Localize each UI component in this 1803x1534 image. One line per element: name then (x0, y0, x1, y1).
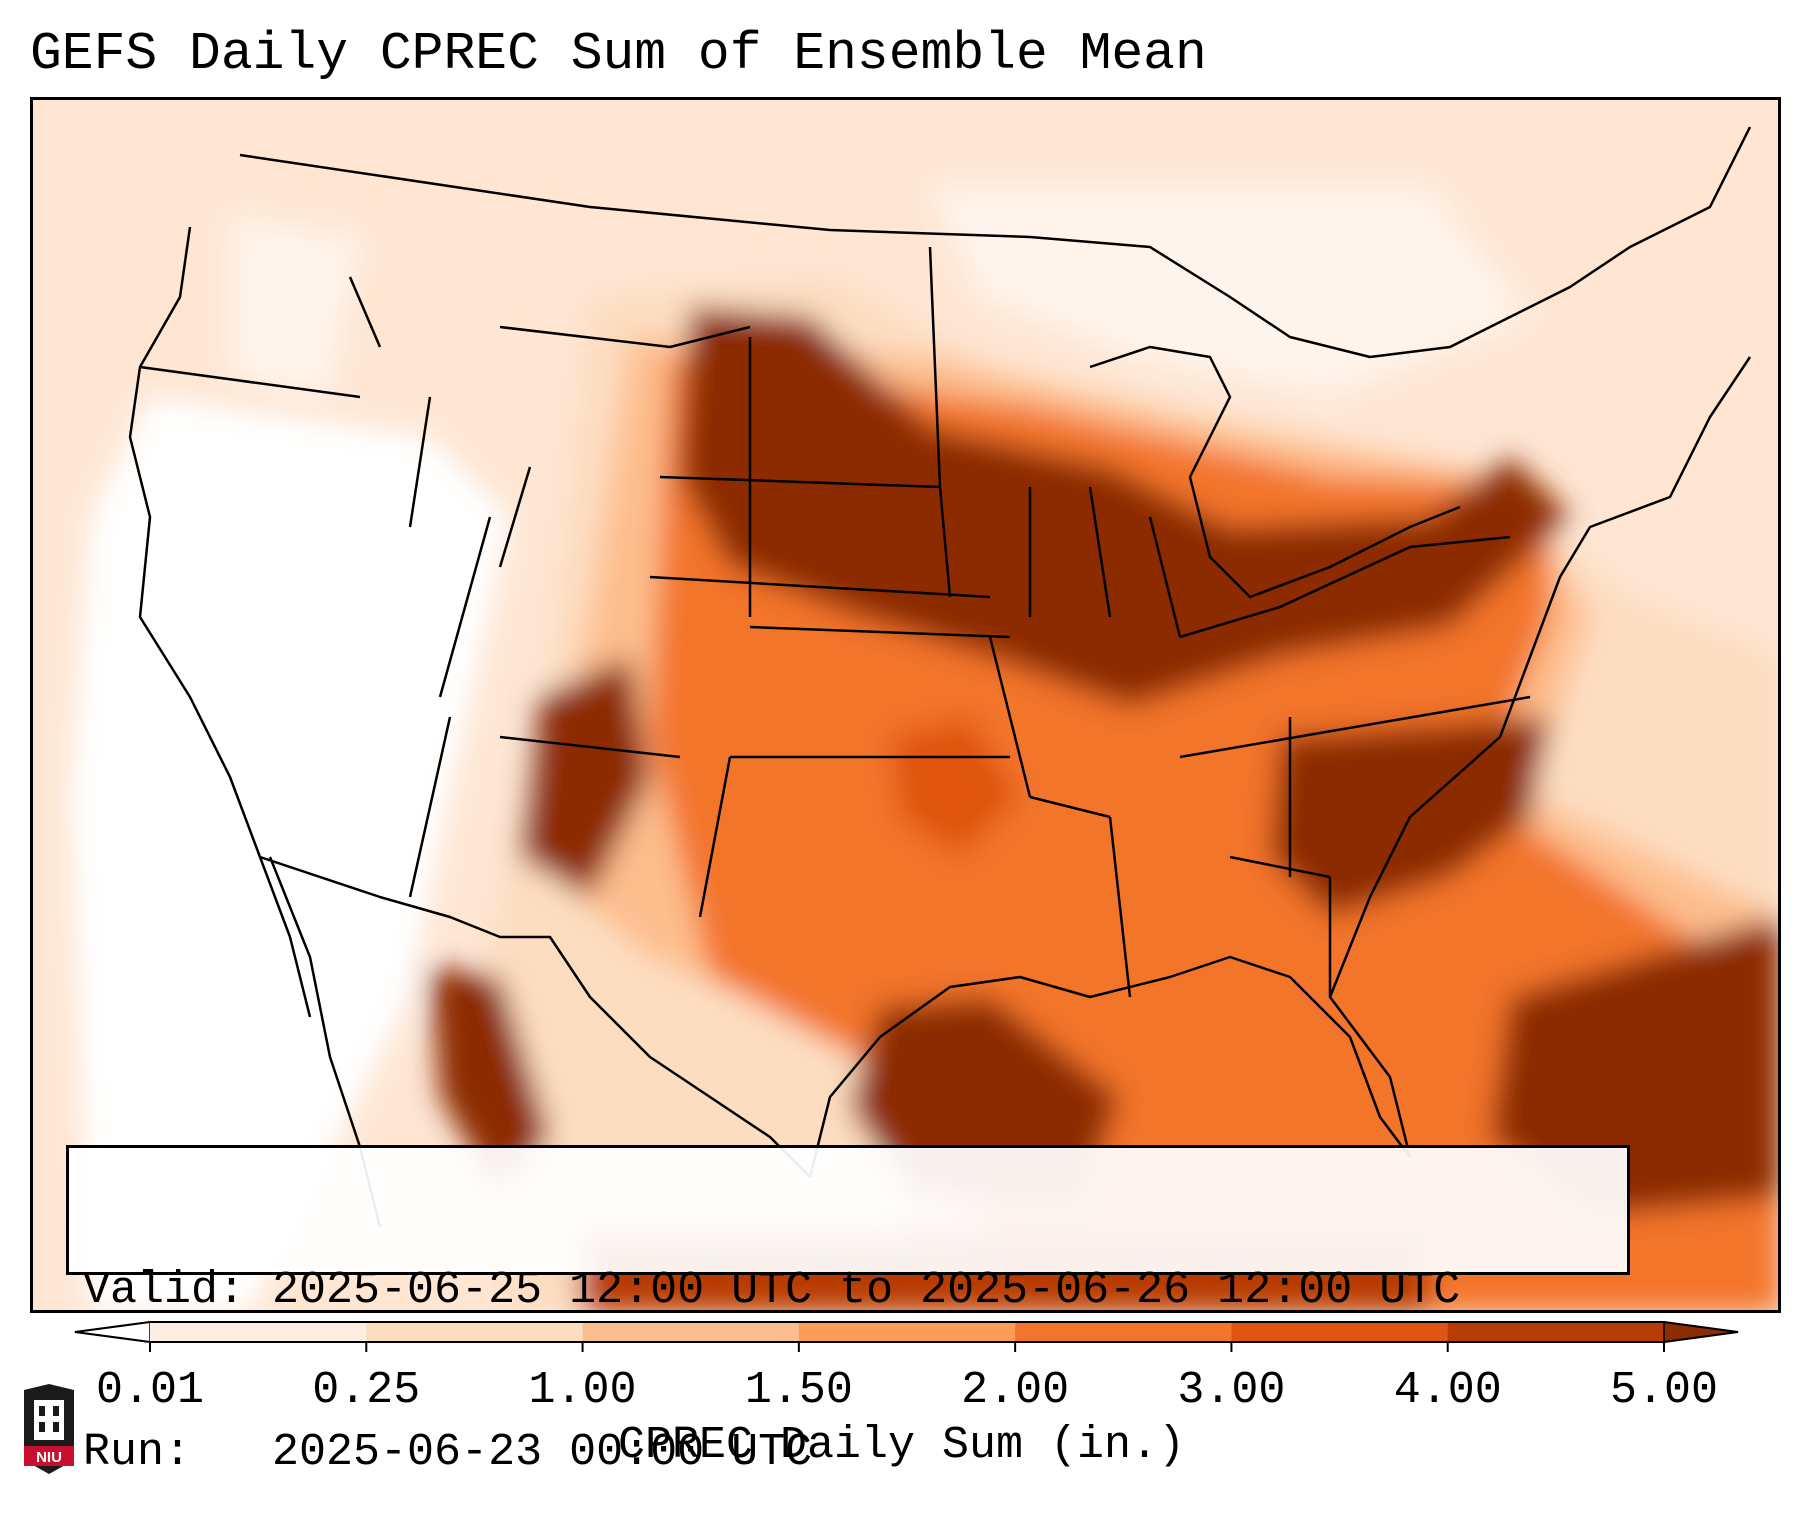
colorbar-segment (582, 1322, 800, 1342)
core-mexico-west (430, 967, 550, 1197)
core-atlantic (1490, 917, 1781, 1217)
valid-time-text: Valid: 2025-06-25 12:00 UTC to 2025-06-2… (83, 1265, 1461, 1316)
colorbar-tick-label: 4.00 (1394, 1365, 1502, 1410)
info-box: Valid: 2025-06-25 12:00 UTC to 2025-06-2… (66, 1145, 1630, 1478)
dry-west-region (70, 397, 510, 1313)
logo-text: NIU (36, 1449, 62, 1466)
precip-field (70, 187, 1781, 1313)
logo-tower (34, 1400, 64, 1440)
map-svg (30, 97, 1781, 1313)
colorbar-tick-label: 1.00 (529, 1365, 637, 1410)
colorbar-tick-label: 0.25 (312, 1365, 420, 1410)
colorbar-segment (1231, 1322, 1449, 1342)
colorbar-tick-label: 3.00 (1177, 1365, 1285, 1410)
colorbar-segment (1015, 1322, 1232, 1342)
colorbar-segments (74, 1321, 1739, 1343)
colorbar-tick-label: 2.00 (961, 1365, 1069, 1410)
chart-title: GEFS Daily CPREC Sum of Ensemble Mean (30, 24, 1207, 84)
core-texas (890, 717, 1020, 857)
precipitation-map (30, 97, 1781, 1313)
state-lines-west (139, 276, 681, 898)
east-coast (1328, 356, 1752, 1158)
great-lakes (1089, 345, 1461, 599)
state-lines-midwest (928, 246, 1182, 998)
core-new-mexico (520, 657, 650, 897)
run-time-text: Run: 2025-06-23 00:00 UTC (83, 1427, 813, 1478)
colorbar-segment (1447, 1322, 1665, 1342)
colorbar-over-arrow (1663, 1321, 1739, 1343)
colorbar-under-arrow (74, 1321, 151, 1343)
colorbar-tick-label: 0.01 (96, 1365, 204, 1410)
logo-red-band (24, 1446, 74, 1466)
canada-light (930, 187, 1530, 397)
colorbar-segment (150, 1322, 367, 1342)
colorbar-ticks: 0.01 0.25 1.00 1.50 2.00 3.00 4.00 5.00 (96, 1342, 1718, 1410)
mexico-border (259, 855, 811, 1178)
west-coast (128, 226, 312, 1018)
colorbar-segment (798, 1322, 1016, 1342)
colorbar-tick-label: 1.50 (745, 1365, 853, 1410)
niu-logo: NIU (24, 1384, 74, 1474)
state-lines-plains (649, 325, 1011, 918)
colorbar-tick-label: 5.00 (1610, 1365, 1718, 1410)
state-lines-east (1179, 535, 1531, 997)
colorbar-segment (366, 1322, 584, 1342)
dry-northwest-region (230, 217, 360, 397)
colorbar-label: CPREC Daily Sum (in.) (617, 1420, 1186, 1471)
core-northern-plains (680, 307, 1570, 707)
colorbar: 0.01 0.25 1.00 1.50 2.00 3.00 4.00 5.00 (74, 1321, 1739, 1410)
us-canada-border (239, 126, 1752, 359)
map-frame (30, 97, 1781, 1313)
boundaries (128, 126, 1752, 1228)
